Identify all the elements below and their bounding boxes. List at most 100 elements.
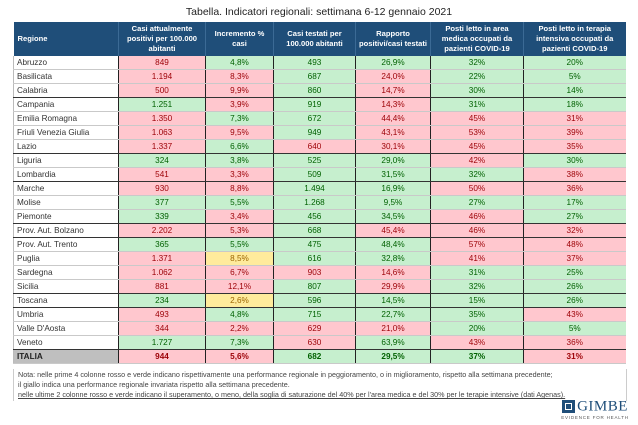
incremento-cell: 3,3% — [205, 167, 274, 182]
terapia-intensiva-cell: 5% — [523, 69, 626, 84]
casi-testati-cell: 715 — [273, 307, 356, 322]
terapia-intensiva-cell: 38% — [523, 167, 626, 182]
casi-positivi-cell: 234 — [118, 293, 206, 308]
casi-testati-cell: 640 — [273, 139, 356, 154]
terapia-intensiva-cell: 43% — [523, 307, 626, 322]
rapporto-cell: 21,0% — [355, 321, 431, 336]
casi-positivi-cell: 1.371 — [118, 251, 206, 266]
table-row: Emilia Romagna 1.350 7,3% 672 44,4% 45% 31% — [13, 111, 626, 126]
casi-testati-cell: 596 — [273, 293, 356, 308]
incremento-cell: 8,3% — [205, 69, 274, 84]
area-medica-cell: 46% — [430, 209, 524, 224]
area-medica-cell: 32% — [430, 279, 524, 294]
table-row: Lazio 1.337 6,6% 640 30,1% 45% 35% — [13, 139, 626, 154]
rapporto-cell: 29,0% — [355, 153, 431, 168]
area-medica-cell: 45% — [430, 139, 524, 154]
area-medica-cell: 42% — [430, 153, 524, 168]
region-name: Friuli Venezia Giulia — [13, 125, 119, 140]
casi-positivi-cell: 944 — [118, 349, 206, 364]
rapporto-cell: 16,9% — [355, 181, 431, 196]
casi-testati-cell: 1.268 — [273, 195, 356, 210]
region-name: Valle D'Aosta — [13, 321, 119, 336]
terapia-intensiva-cell: 37% — [523, 251, 626, 266]
incremento-cell: 8,8% — [205, 181, 274, 196]
table-row: Campania 1.251 3,9% 919 14,3% 31% 18% — [13, 97, 626, 112]
table-row: Lombardia 541 3,3% 509 31,5% 32% 38% — [13, 167, 626, 182]
rapporto-cell: 48,4% — [355, 237, 431, 252]
area-medica-cell: 27% — [430, 195, 524, 210]
table-row: Calabria 500 9,9% 860 14,7% 30% 14% — [13, 83, 626, 98]
area-medica-cell: 20% — [430, 321, 524, 336]
rapporto-cell: 34,5% — [355, 209, 431, 224]
rapporto-cell: 30,1% — [355, 139, 431, 154]
terapia-intensiva-cell: 27% — [523, 209, 626, 224]
region-name: Abruzzo — [13, 56, 119, 70]
incremento-cell: 3,8% — [205, 153, 274, 168]
area-medica-cell: 50% — [430, 181, 524, 196]
terapia-intensiva-cell: 5% — [523, 321, 626, 336]
terapia-intensiva-cell: 35% — [523, 139, 626, 154]
casi-testati-cell: 475 — [273, 237, 356, 252]
region-name: Piemonte — [13, 209, 119, 224]
table-row: Sardegna 1.062 6,7% 903 14,6% 31% 25% — [13, 265, 626, 280]
casi-testati-cell: 630 — [273, 335, 356, 350]
casi-testati-cell: 616 — [273, 251, 356, 266]
terapia-intensiva-cell: 18% — [523, 97, 626, 112]
casi-positivi-cell: 849 — [118, 56, 206, 70]
rapporto-cell: 24,0% — [355, 69, 431, 84]
table-title: Tabella. Indicatori regionali: settimana… — [185, 6, 453, 18]
casi-testati-cell: 1.494 — [273, 181, 356, 196]
table-row: Veneto 1.727 7,3% 630 63,9% 43% 36% — [13, 335, 626, 350]
terapia-intensiva-cell: 30% — [523, 153, 626, 168]
casi-positivi-cell: 881 — [118, 279, 206, 294]
table-row: Sicilia 881 12,1% 807 29,9% 32% 26% — [13, 279, 626, 294]
table-body: Abruzzo 849 4,8% 493 26,9% 32% 20% Basilicata 1.… — [13, 56, 626, 364]
casi-positivi-cell: 1.337 — [118, 139, 206, 154]
header-terapia-intensiva: Posti letto in terapia intensiva occupat… — [523, 22, 626, 56]
casi-positivi-cell: 541 — [118, 167, 206, 182]
region-name: Sicilia — [13, 279, 119, 294]
casi-positivi-cell: 1.063 — [118, 125, 206, 140]
casi-positivi-cell: 1.194 — [118, 69, 206, 84]
terapia-intensiva-cell: 14% — [523, 83, 626, 98]
terapia-intensiva-cell: 39% — [523, 125, 626, 140]
casi-positivi-cell: 1.251 — [118, 97, 206, 112]
rapporto-cell: 45,4% — [355, 223, 431, 238]
area-medica-cell: 35% — [430, 307, 524, 322]
area-medica-cell: 57% — [430, 237, 524, 252]
terapia-intensiva-cell: 31% — [523, 111, 626, 126]
terapia-intensiva-cell: 26% — [523, 279, 626, 294]
incremento-cell: 5,5% — [205, 237, 274, 252]
region-name: Toscana — [13, 293, 119, 308]
terapia-intensiva-cell: 26% — [523, 293, 626, 308]
terapia-intensiva-cell: 32% — [523, 223, 626, 238]
table-row: Molise 377 5,5% 1.268 9,5% 27% 17% — [13, 195, 626, 210]
casi-testati-cell: 903 — [273, 265, 356, 280]
rapporto-cell: 9,5% — [355, 195, 431, 210]
terapia-intensiva-cell: 36% — [523, 335, 626, 350]
casi-testati-cell: 687 — [273, 69, 356, 84]
area-medica-cell: 53% — [430, 125, 524, 140]
incremento-cell: 5,3% — [205, 223, 274, 238]
casi-positivi-cell: 930 — [118, 181, 206, 196]
rapporto-cell: 63,9% — [355, 335, 431, 350]
region-name: Prov. Aut. Bolzano — [13, 223, 119, 238]
table-row: Toscana 234 2,6% 596 14,5% 15% 26% — [13, 293, 626, 308]
region-name: Lombardia — [13, 167, 119, 182]
notes: Nota: nelle prime 4 colonne rosso e verd… — [13, 369, 627, 401]
casi-positivi-cell: 1.062 — [118, 265, 206, 280]
casi-positivi-cell: 365 — [118, 237, 206, 252]
regional-indicators-table: Regione Casi attualmente positivi per 10… — [13, 22, 626, 364]
region-name: Marche — [13, 181, 119, 196]
table-row: Basilicata 1.194 8,3% 687 24,0% 22% 5% — [13, 69, 626, 84]
table-row: Umbria 493 4,8% 715 22,7% 35% 43% — [13, 307, 626, 322]
region-name: Lazio — [13, 139, 119, 154]
table-row: Liguria 324 3,8% 525 29,0% 42% 30% — [13, 153, 626, 168]
region-name: Emilia Romagna — [13, 111, 119, 126]
rapporto-cell: 29,9% — [355, 279, 431, 294]
region-name: Campania — [13, 97, 119, 112]
casi-testati-cell: 525 — [273, 153, 356, 168]
area-medica-cell: 37% — [430, 349, 524, 364]
casi-positivi-cell: 493 — [118, 307, 206, 322]
area-medica-cell: 41% — [430, 251, 524, 266]
